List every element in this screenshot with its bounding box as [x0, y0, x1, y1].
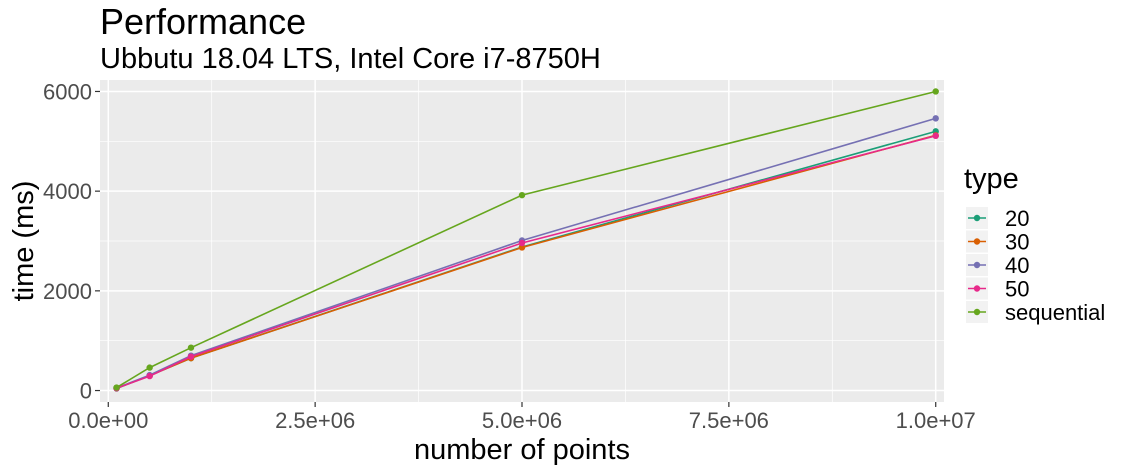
- y-tick-label: 0: [80, 379, 92, 404]
- legend-item-30: 30: [966, 230, 1029, 255]
- x-tick-label: 1.0e+07: [896, 408, 976, 433]
- legend-label: 40: [1005, 253, 1029, 278]
- series-sequential: [113, 88, 939, 391]
- x-axis-title: number of points: [414, 434, 630, 466]
- x-axis: 0.0e+00 2.5e+06 5.0e+06 7.5e+06 1.0e+07: [68, 402, 976, 433]
- x-tick-label: 7.5e+06: [689, 408, 769, 433]
- data-point-sequential: [932, 88, 939, 95]
- y-axis-title: time (ms): [8, 181, 40, 302]
- legend-item-20: 20: [966, 206, 1029, 231]
- data-point-sequential: [146, 364, 153, 371]
- legend-label: 50: [1005, 277, 1029, 302]
- legend-item-sequential: sequential: [966, 300, 1105, 325]
- legend-item-40: 40: [966, 253, 1029, 278]
- legend-key-point: [973, 261, 981, 269]
- y-tick-label: 4000: [43, 179, 92, 204]
- chart-subtitle: Ubbutu 18.04 LTS, Intel Core i7-8750H: [100, 43, 601, 75]
- data-point-40: [932, 115, 939, 122]
- y-tick-label: 2000: [43, 279, 92, 304]
- data-point-50: [146, 372, 153, 380]
- data-point-50: [932, 132, 939, 140]
- data-point-sequential: [187, 344, 195, 351]
- legend-item-50: 50: [966, 277, 1029, 302]
- x-tick-label: 5.0e+06: [482, 408, 562, 433]
- data-point-sequential: [113, 384, 120, 391]
- data-point-50: [518, 239, 526, 247]
- data-point-50: [187, 353, 195, 360]
- series-layer: [113, 88, 939, 392]
- legend-label: sequential: [1005, 300, 1105, 325]
- major-gridlines: [100, 80, 944, 402]
- chart-title: Performance: [100, 1, 307, 42]
- legend-label: 30: [1005, 230, 1029, 255]
- y-axis: 0 2000 4000 6000: [43, 79, 100, 404]
- x-tick-label: 2.5e+06: [275, 408, 355, 433]
- legend-label: 20: [1005, 206, 1029, 231]
- y-tick-label: 6000: [43, 79, 92, 104]
- x-tick-label: 0.0e+00: [68, 408, 148, 433]
- legend-key-point: [973, 238, 981, 245]
- legend-key-point: [973, 214, 981, 222]
- data-point-sequential: [518, 191, 526, 199]
- legend-key-point: [973, 285, 981, 292]
- data-point-30: [518, 244, 526, 251]
- series-50: [113, 132, 939, 392]
- legend-key-point: [973, 308, 981, 316]
- legend-title: type: [964, 163, 1019, 195]
